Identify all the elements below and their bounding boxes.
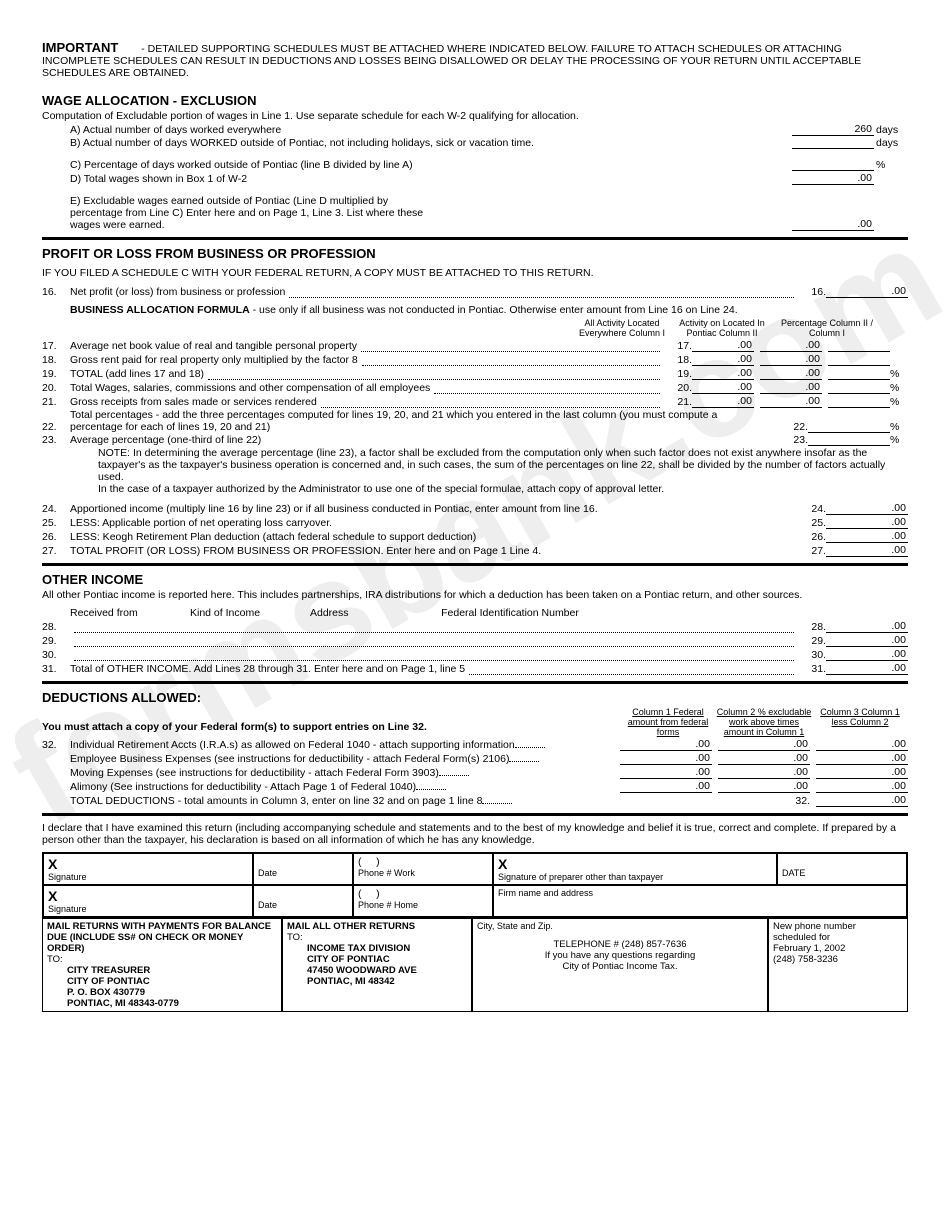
other-title: OTHER INCOME: [42, 572, 908, 587]
declaration: I declare that I have examined this retu…: [42, 822, 908, 846]
wage-b-val[interactable]: [792, 148, 874, 149]
profit-sub: IF YOU FILED A SCHEDULE C WITH YOUR FEDE…: [42, 267, 908, 279]
wage-c-val[interactable]: [792, 170, 874, 171]
wage-c: C) Percentage of days worked outside of …: [70, 159, 792, 171]
wage-b: B) Actual number of days WORKED outside …: [70, 137, 792, 149]
wage-d-val[interactable]: .00: [792, 172, 874, 185]
important-block: IMPORTANT - DETAILED SUPPORTING SCHEDULE…: [42, 40, 908, 79]
important-label: IMPORTANT: [42, 40, 118, 55]
wage-title: WAGE ALLOCATION - EXCLUSION: [42, 93, 908, 108]
wage-e: E) Excludable wages earned outside of Po…: [70, 195, 431, 231]
important-text: - DETAILED SUPPORTING SCHEDULES MUST BE …: [42, 43, 861, 79]
wage-e-val[interactable]: .00: [792, 218, 874, 231]
wage-sub: Computation of Excludable portion of wag…: [42, 110, 908, 122]
ded-title: DEDUCTIONS ALLOWED:: [42, 690, 908, 705]
wage-a: A) Actual number of days worked everywhe…: [70, 124, 792, 136]
wage-a-val[interactable]: 260: [792, 123, 874, 136]
wage-d: D) Total wages shown in Box 1 of W-2: [70, 173, 792, 185]
profit-title: PROFIT OR LOSS FROM BUSINESS OR PROFESSI…: [42, 246, 908, 261]
